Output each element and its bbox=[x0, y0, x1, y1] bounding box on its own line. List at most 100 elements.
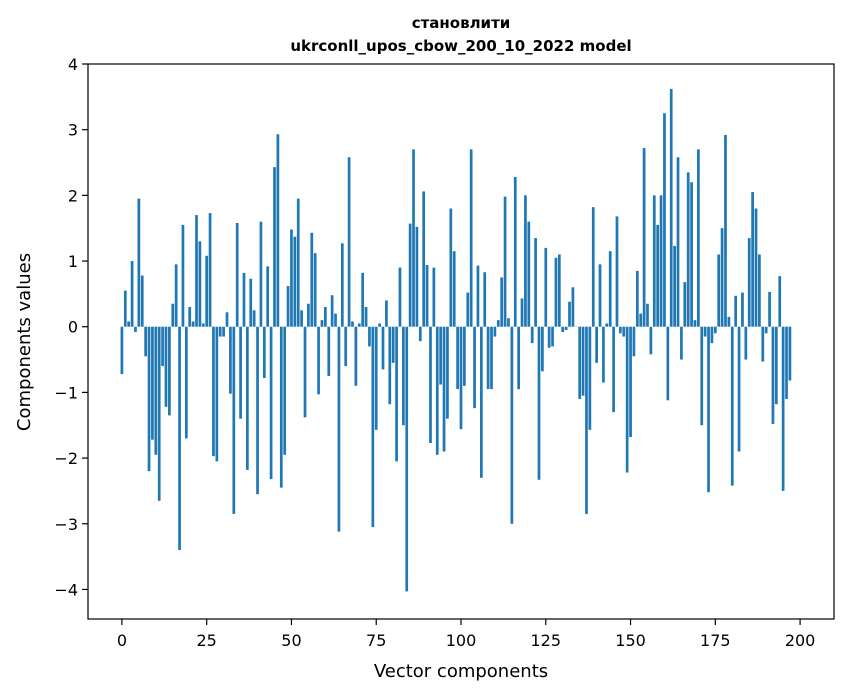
bar bbox=[252, 310, 256, 327]
bar bbox=[262, 326, 266, 378]
bar bbox=[442, 326, 446, 452]
bar bbox=[730, 326, 734, 486]
bar bbox=[357, 323, 361, 327]
bar bbox=[788, 326, 792, 381]
bar bbox=[235, 222, 239, 327]
bar bbox=[371, 326, 375, 528]
bar bbox=[269, 326, 273, 480]
x-tick-label: 200 bbox=[785, 631, 816, 650]
bar bbox=[246, 326, 249, 470]
bar bbox=[415, 226, 419, 327]
bar bbox=[758, 254, 761, 327]
bar bbox=[171, 303, 175, 327]
bar bbox=[229, 326, 232, 394]
bar bbox=[673, 245, 676, 327]
bar bbox=[239, 326, 242, 419]
bar bbox=[605, 323, 609, 327]
bar bbox=[568, 301, 571, 327]
y-tick-label: −4 bbox=[54, 580, 78, 599]
chart-subtitle: ukrconll_upos_cbow_200_10_2022 model bbox=[290, 37, 631, 55]
bar bbox=[161, 326, 164, 367]
bar bbox=[493, 326, 497, 337]
bar bbox=[602, 326, 605, 383]
bar bbox=[690, 182, 693, 327]
bar bbox=[303, 326, 307, 418]
bar bbox=[273, 167, 276, 327]
bar bbox=[354, 326, 358, 386]
bar bbox=[168, 326, 171, 416]
bar bbox=[242, 272, 246, 327]
bar bbox=[490, 326, 493, 390]
bar bbox=[476, 265, 480, 327]
bar bbox=[680, 326, 683, 360]
bar bbox=[479, 326, 483, 478]
bar bbox=[334, 313, 337, 327]
bar bbox=[337, 326, 341, 532]
bar bbox=[775, 326, 778, 405]
bar bbox=[564, 326, 568, 330]
bar bbox=[737, 326, 741, 452]
bar bbox=[720, 228, 724, 327]
bar bbox=[534, 238, 537, 327]
bar bbox=[578, 326, 582, 399]
bar bbox=[510, 326, 514, 524]
x-tick-label: 75 bbox=[366, 631, 386, 650]
bar bbox=[330, 295, 334, 327]
bar bbox=[137, 198, 141, 327]
bar bbox=[598, 264, 602, 327]
bar bbox=[412, 149, 415, 327]
bar bbox=[785, 326, 788, 399]
bar bbox=[466, 292, 470, 327]
bar bbox=[483, 272, 487, 327]
bar bbox=[632, 326, 636, 357]
bar bbox=[676, 157, 680, 327]
bar bbox=[212, 326, 215, 457]
bar bbox=[473, 326, 476, 409]
bar bbox=[307, 303, 310, 327]
y-tick-label: −1 bbox=[54, 383, 78, 402]
bar bbox=[439, 326, 443, 385]
bar bbox=[147, 326, 151, 472]
bar bbox=[625, 326, 629, 473]
bar bbox=[612, 326, 615, 413]
bar bbox=[293, 236, 297, 327]
bar bbox=[727, 316, 731, 327]
bar bbox=[198, 241, 202, 327]
bar bbox=[361, 272, 365, 327]
y-tick-label: −3 bbox=[54, 515, 78, 534]
bar bbox=[140, 275, 144, 327]
bar bbox=[232, 326, 236, 514]
x-tick-label: 125 bbox=[530, 631, 561, 650]
bar bbox=[317, 326, 320, 395]
bar bbox=[130, 261, 134, 327]
bar bbox=[707, 326, 710, 493]
bar bbox=[754, 208, 758, 327]
bar bbox=[486, 326, 490, 390]
x-tick-label: 150 bbox=[615, 631, 646, 650]
bar bbox=[507, 318, 510, 327]
y-tick-label: 1 bbox=[68, 252, 78, 271]
bar bbox=[120, 326, 124, 375]
bar bbox=[347, 157, 351, 327]
bar bbox=[184, 326, 188, 439]
bar bbox=[537, 326, 541, 480]
bar bbox=[429, 326, 432, 443]
bar bbox=[222, 326, 225, 337]
bar bbox=[663, 113, 666, 327]
bar bbox=[368, 326, 371, 347]
bar bbox=[551, 326, 554, 347]
bar bbox=[571, 287, 575, 327]
bar bbox=[144, 326, 147, 357]
bar bbox=[127, 321, 131, 327]
bar bbox=[432, 267, 436, 327]
bar bbox=[517, 326, 520, 390]
bar bbox=[425, 264, 429, 327]
bar bbox=[588, 326, 592, 430]
bar bbox=[249, 278, 253, 327]
bar bbox=[781, 326, 785, 491]
bar bbox=[418, 326, 422, 342]
bar bbox=[666, 326, 670, 401]
bar bbox=[547, 326, 551, 348]
bar bbox=[585, 326, 588, 514]
bar bbox=[700, 326, 704, 426]
